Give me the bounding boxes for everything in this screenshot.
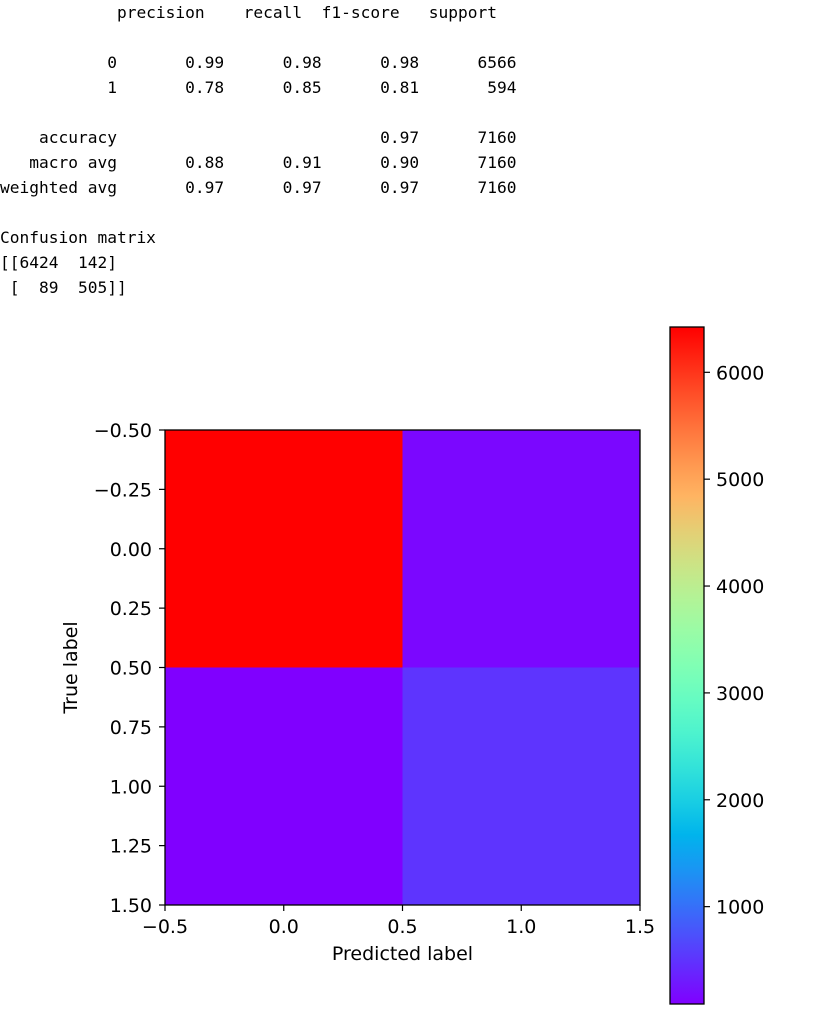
y-tick-label: 1.25 [110, 836, 152, 858]
colorbar-tick-label: 5000 [716, 469, 764, 491]
y-axis-label: True label [60, 621, 82, 714]
y-tick-label: 0.25 [110, 598, 152, 620]
heatmap-cell [165, 430, 403, 668]
y-tick-label: 1.00 [110, 776, 152, 798]
y-axis-ticks: −0.50 −0.25 0.00 0.25 0.50 0.75 1.00 1.25 1.50 [94, 420, 165, 917]
colorbar-tick-label: 1000 [716, 897, 764, 919]
heatmap-cell [402, 430, 640, 668]
x-tick-label: 0.5 [387, 916, 417, 938]
y-tick-label: 0.75 [110, 717, 152, 739]
heatmap-cell [402, 667, 640, 905]
report-line: 0 0.99 0.98 0.98 6566 [0, 53, 517, 72]
report-line: precision recall f1-score support [0, 3, 498, 22]
colorbar-ticks: 1000 2000 3000 4000 5000 6000 [704, 362, 764, 919]
colorbar-tick-label: 6000 [716, 362, 764, 384]
x-axis-label: Predicted label [332, 943, 473, 965]
report-line: Confusion matrix [0, 228, 156, 247]
colorbar-fill [670, 327, 704, 1004]
x-tick-label: −0.5 [142, 916, 188, 938]
y-tick-label: 0.50 [110, 658, 152, 680]
x-axis-ticks: −0.5 0.0 0.5 1.0 1.5 [142, 905, 655, 938]
y-tick-label: −0.25 [94, 479, 152, 501]
classification-report: precision recall f1-score support 0 0.99… [0, 0, 517, 300]
colorbar-tick-label: 2000 [716, 790, 764, 812]
report-line: [ 89 505]] [0, 278, 127, 297]
colorbar-tick-label: 3000 [716, 683, 764, 705]
report-line: accuracy 0.97 7160 [0, 128, 517, 147]
report-line: [[6424 142] [0, 253, 117, 272]
report-line: 1 0.78 0.85 0.81 594 [0, 78, 517, 97]
x-tick-label: 1.0 [506, 916, 536, 938]
colorbar-tick-label: 4000 [716, 576, 764, 598]
heatmap-cell [165, 667, 403, 905]
x-tick-label: 0.0 [269, 916, 299, 938]
report-line: weighted avg 0.97 0.97 0.97 7160 [0, 178, 517, 197]
y-tick-label: −0.50 [94, 420, 152, 442]
y-tick-label: 1.50 [110, 895, 152, 917]
x-tick-label: 1.5 [625, 916, 655, 938]
heatmap-cells [165, 430, 640, 905]
colorbar-frame [669, 326, 705, 1005]
report-line: macro avg 0.88 0.91 0.90 7160 [0, 153, 517, 172]
y-tick-label: 0.00 [110, 539, 152, 561]
